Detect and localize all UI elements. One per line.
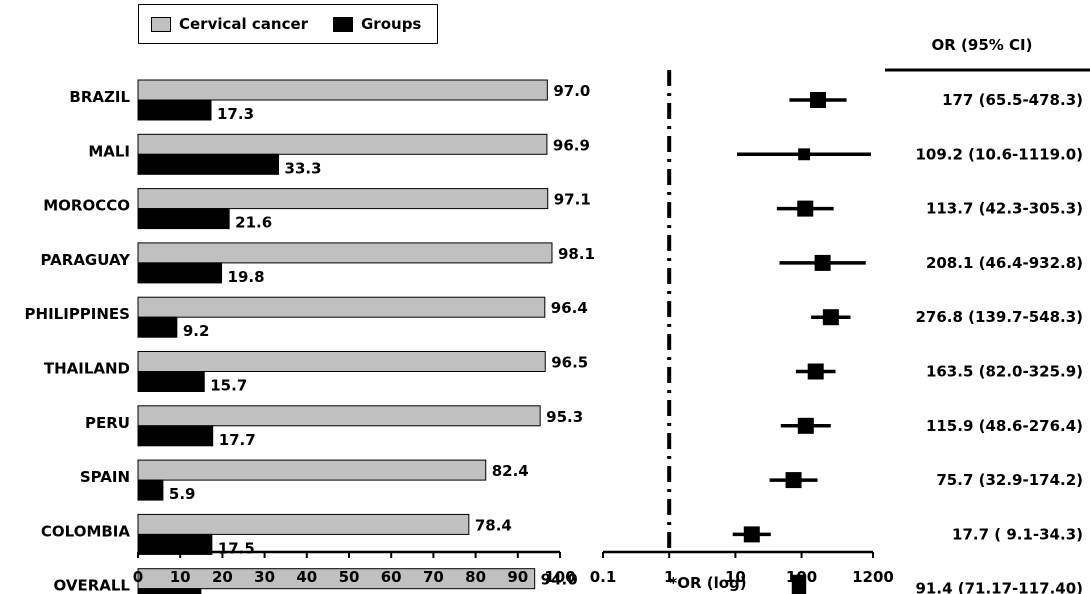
bar-groups	[137, 425, 214, 447]
or-ci-value: 17.7 ( 9.1-34.3)	[952, 525, 1083, 543]
category-label: PERU	[85, 414, 130, 432]
value-label-groups: 9.2	[183, 322, 210, 340]
or-ci-value: 177 (65.5-478.3)	[942, 91, 1083, 109]
point-estimate	[814, 254, 831, 271]
value-label-cervical: 98.1	[558, 245, 595, 263]
bar-x-tick-label: 0	[133, 568, 143, 586]
or-ci-value: 115.9 (48.6-276.4)	[926, 417, 1083, 435]
or-ci-value: 91.4 (71.17-117.40)	[916, 580, 1084, 594]
forest-plot: 177 (65.5-478.3) 109.2 (10.6-1119.0) 113.7…	[590, 70, 1083, 594]
forest-x-tick-label: 1	[664, 568, 674, 586]
bar-cervical	[137, 351, 546, 372]
legend-item-cervical: Cervical cancer	[151, 15, 308, 33]
category-label: OVERALL	[54, 577, 131, 594]
bar-x-tick-label: 40	[296, 568, 317, 586]
bar-x-tick-label: 10	[170, 568, 191, 586]
overall-estimate	[791, 574, 807, 594]
value-label-cervical: 95.3	[546, 408, 583, 426]
value-label-groups: 5.9	[169, 485, 196, 503]
bar-groups	[137, 99, 212, 121]
bar-cervical	[137, 79, 548, 101]
point-estimate	[797, 417, 814, 434]
or-ci-value: 75.7 (32.9-174.2)	[936, 471, 1083, 489]
bar-x-tick-label: 100	[544, 568, 575, 586]
forest-x-tick-label: 10	[725, 568, 746, 586]
or-ci-value: 208.1 (46.4-932.8)	[926, 254, 1083, 272]
value-label-cervical: 82.4	[492, 462, 529, 480]
value-label-groups: 17.3	[217, 105, 254, 123]
point-estimate	[807, 363, 824, 380]
category-label: MALI	[88, 142, 130, 160]
bar-x-tick-label: 80	[465, 568, 486, 586]
bar-groups	[137, 588, 202, 594]
value-label-cervical: 96.5	[551, 354, 588, 372]
forest-x-tick-label: 0.1	[590, 568, 617, 586]
bar-cervical	[137, 296, 546, 318]
point-estimate	[809, 92, 826, 108]
category-label: THAILAND	[44, 360, 130, 378]
category-label: MOROCCO	[43, 197, 130, 215]
bar-groups	[137, 316, 178, 338]
value-label-groups: 17.5	[218, 539, 255, 557]
or-ci-value: 113.7 (42.3-305.3)	[926, 200, 1083, 218]
point-estimate	[785, 472, 802, 489]
category-label: PHILIPPINES	[25, 305, 130, 323]
bar-groups	[137, 479, 164, 501]
bar-x-tick-label: 60	[381, 568, 402, 586]
bar-cervical	[137, 568, 536, 590]
value-label-cervical: 94.0	[541, 571, 578, 589]
category-label: SPAIN	[80, 468, 130, 486]
bar-chart: BRAZIL 97.0 17.3 MALI 96.9 33.3 MOROCCO 97.1 21.…	[25, 79, 595, 594]
bar-cervical	[137, 459, 487, 481]
or-ci-value: 163.5 (82.0-325.9)	[926, 363, 1083, 381]
or-ci-header: OR (95% CI)	[932, 36, 1033, 54]
bar-x-tick-label: 90	[507, 568, 528, 586]
legend-label-cervical: Cervical cancer	[179, 15, 309, 33]
bar-groups	[137, 208, 230, 230]
bar-cervical	[137, 133, 548, 155]
value-label-cervical: 97.1	[554, 191, 591, 209]
legend-item-groups: Groups	[333, 15, 421, 33]
bar-x-tick-label: 20	[212, 568, 233, 586]
point-estimate	[798, 148, 811, 161]
value-label-cervical: 96.9	[553, 136, 590, 154]
bar-groups	[137, 262, 223, 284]
category-label: PARAGUAY	[41, 251, 132, 269]
or-ci-value: 109.2 (10.6-1119.0)	[916, 145, 1084, 163]
value-label-cervical: 96.4	[551, 299, 588, 317]
legend: Cervical cancer Groups	[138, 4, 438, 44]
value-label-groups: 17.7	[219, 431, 256, 449]
category-label: COLOMBIA	[41, 522, 130, 540]
value-label-cervical: 97.0	[553, 82, 590, 100]
point-estimate	[797, 200, 814, 217]
value-label-groups: 19.8	[228, 268, 265, 286]
point-estimate	[822, 309, 839, 326]
bar-x-tick-label: 30	[254, 568, 275, 586]
value-label-groups: 21.6	[235, 214, 272, 232]
bar-groups	[137, 371, 205, 392]
forest-x-tick-label: 100	[786, 568, 817, 586]
forest-x-axis-title: *OR (log)	[669, 574, 746, 592]
value-label-groups: 33.3	[285, 159, 322, 177]
bar-cervical	[137, 242, 553, 264]
value-label-groups: 15.7	[210, 377, 247, 395]
bar-groups	[137, 533, 213, 555]
bar-x-tick-label: 70	[423, 568, 444, 586]
bar-cervical	[137, 513, 470, 535]
category-label: BRAZIL	[69, 88, 130, 106]
or-ci-value: 276.8 (139.7-548.3)	[916, 308, 1084, 326]
point-estimate	[743, 526, 760, 543]
bar-x-tick-label: 50	[339, 568, 360, 586]
forest-x-tick-label: 1200	[852, 568, 894, 586]
bar-cervical	[137, 405, 541, 427]
legend-swatch-groups	[333, 16, 353, 32]
value-label-cervical: 78.4	[475, 516, 512, 534]
bar-cervical	[137, 188, 549, 210]
bar-groups	[137, 153, 280, 175]
legend-swatch-cervical	[151, 16, 171, 32]
legend-label-groups: Groups	[361, 15, 422, 33]
